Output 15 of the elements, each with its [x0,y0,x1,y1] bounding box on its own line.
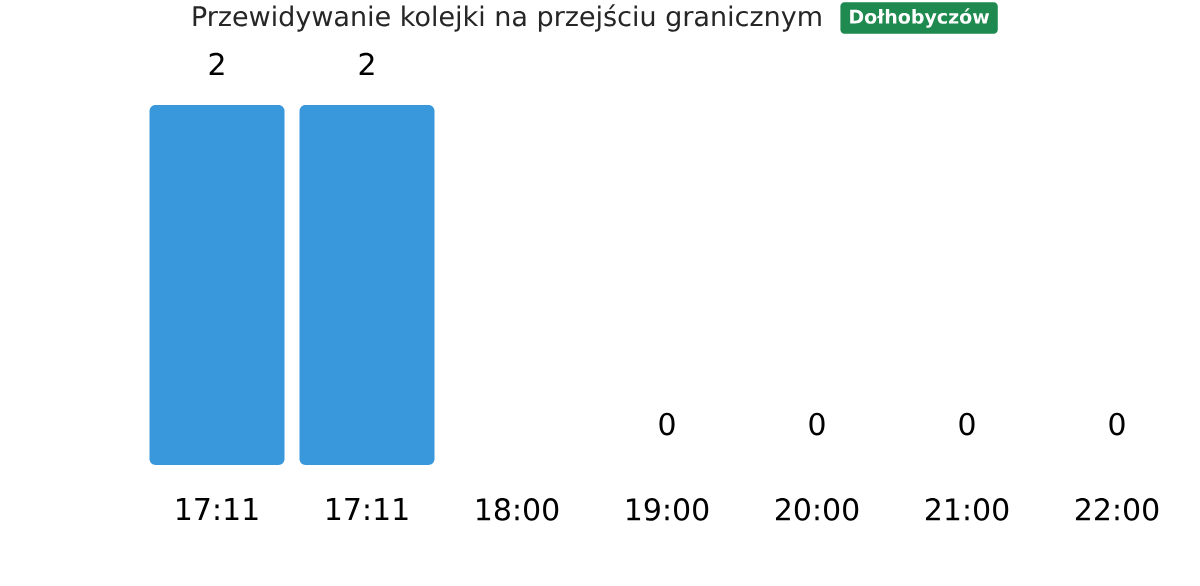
x-tick-label: 17:11 [177,498,258,520]
x-tick-label: 19:00 [627,498,709,521]
x-tick-label: 20:00 [775,498,859,521]
data-label: 0 [1109,412,1125,436]
chart-subtitle: Dołhobyczów [850,8,990,28]
data-label: 2 [209,52,224,76]
data-label: 0 [959,412,975,436]
x-tick-label: 21:00 [925,498,1009,521]
data-label: 2 [359,52,374,76]
x-tick-label: 22:00 [1075,498,1159,521]
chart-title: Przewidywanie kolejki na przejściu granicznym [193,4,821,32]
x-tick-label: 17:11 [327,498,408,520]
data-label: 0 [809,412,825,436]
data-label: 0 [659,412,675,436]
x-tick-label: 18:00 [477,498,559,521]
